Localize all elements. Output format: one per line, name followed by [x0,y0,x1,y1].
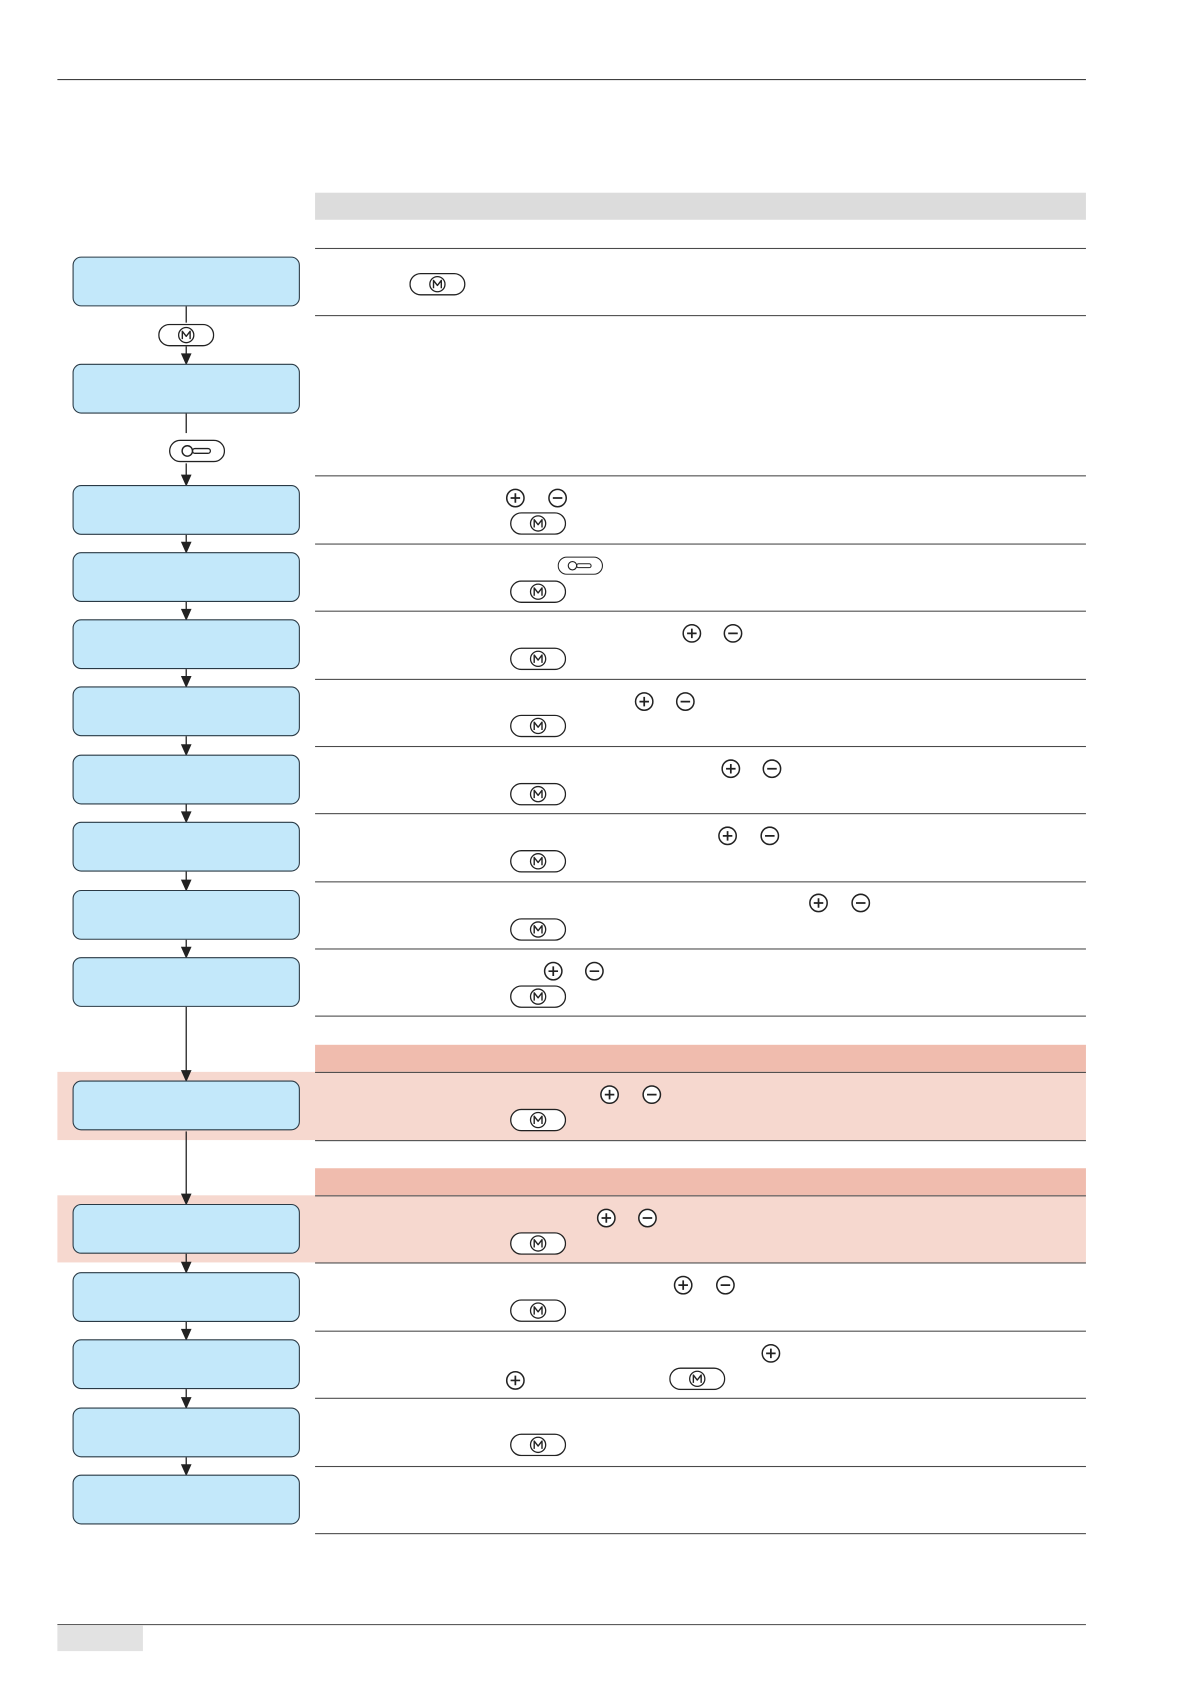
plus-button-icon [809,893,828,912]
mode-button-icon [510,918,566,941]
mode-button-icon [158,324,214,347]
mode-button-icon [510,1433,566,1456]
flow-step-box [72,1339,300,1390]
key-button-icon [169,440,225,463]
flow-step-box [72,552,300,602]
mode-button-icon [510,985,566,1008]
minus-button-icon [676,692,695,711]
row-divider [315,1465,1086,1468]
plus-button-icon [718,826,737,845]
minus-button-icon [642,1085,661,1104]
row-divider [315,1262,1086,1264]
row-divider [315,813,1086,815]
minus-button-icon [760,826,779,845]
plus-button-icon [682,624,701,643]
flow-arrow [180,346,192,366]
row-divider [315,1140,1086,1142]
flow-step-box [72,256,300,307]
plus-button-icon [506,488,525,507]
minus-button-icon [762,759,781,778]
flow-arrow [180,736,192,757]
key-button-icon [558,557,603,575]
row-divider [315,745,1086,748]
mode-button-icon [510,1232,566,1255]
mode-button-icon [510,1299,566,1322]
row-divider [315,1330,1086,1332]
plus-button-icon [721,759,740,778]
row-divider [315,1533,1086,1535]
mode-button-icon [510,512,566,535]
mode-button-icon [510,1109,566,1132]
minus-button-icon [723,624,742,643]
mode-button-icon [510,783,566,806]
plus-button-icon [506,1371,525,1390]
warning-header-band [315,1168,1086,1196]
flow-step-box [72,686,300,737]
mode-button-icon [510,647,566,670]
mode-button-icon [510,850,566,873]
plus-button-icon [673,1275,692,1294]
minus-button-icon [548,488,567,507]
flow-arrow [180,534,192,554]
flow-arrow [180,804,192,824]
row-divider [315,247,1086,250]
warning-header-band [315,1044,1086,1072]
flow-step-box [72,485,300,535]
flow-step-box [72,1272,300,1322]
flow-arrow [180,669,192,689]
row-divider [315,610,1086,612]
flow-arrow [180,939,192,959]
minus-button-icon [851,893,870,912]
row-divider [315,948,1086,950]
flow-step-box [72,957,300,1007]
flow-arrow [180,601,192,621]
row-divider [315,543,1086,545]
minus-button-icon [638,1208,657,1227]
flow-arrow [180,1457,192,1477]
plus-button-icon [761,1344,780,1363]
flow-arrow [180,1321,192,1341]
minus-button-icon [716,1275,735,1294]
row-divider [315,678,1086,680]
row-divider [315,315,1086,317]
header-rule [57,79,1086,81]
plus-button-icon [634,692,653,711]
flow-step-box [72,1203,300,1254]
flow-arrow [180,871,192,892]
row-divider [315,1071,1086,1073]
row-divider [315,881,1086,883]
section-header-band [315,192,1086,220]
row-divider [315,1195,1086,1197]
flow-arrow [180,1253,192,1274]
flow-step-box [72,889,300,940]
page-number-tab [57,1625,143,1652]
plus-button-icon [544,961,563,980]
flow-arrow [180,1131,192,1206]
flow-step-box [72,363,300,414]
mode-button-icon [510,715,566,738]
plus-button-icon [600,1085,619,1104]
mode-button-icon [669,1367,725,1390]
flow-step-box [72,1474,300,1525]
flow-step-box [72,754,300,805]
mode-button-icon [510,580,566,603]
flow-arrow [180,1389,192,1410]
flow-step-box [72,1080,300,1131]
row-divider [315,1015,1086,1017]
mode-button-icon [409,273,465,296]
flow-arrow [180,1006,192,1083]
row-divider [315,1397,1086,1399]
flow-step-box [72,1407,300,1458]
minus-button-icon [585,961,604,980]
flow-step-box [72,821,300,872]
plus-button-icon [597,1208,616,1227]
flow-arrow [180,463,192,487]
row-divider [315,475,1086,477]
footer-rule [57,1624,1086,1626]
flow-step-box [72,619,300,670]
